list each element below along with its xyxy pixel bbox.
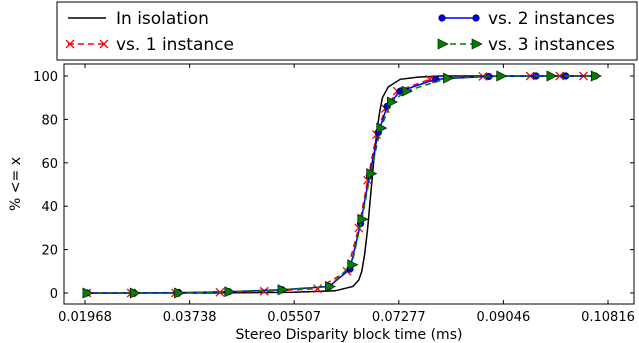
series-2 <box>83 72 599 297</box>
series-line <box>86 75 584 294</box>
legend-label: vs. 3 instances <box>488 35 615 55</box>
series-line <box>86 75 596 294</box>
x-tick-label: 0.09046 <box>476 310 530 325</box>
x-marker <box>312 284 322 294</box>
triangle-marker <box>324 281 336 292</box>
x-tick-label: 0.05507 <box>267 310 321 325</box>
triangle-marker <box>224 286 236 298</box>
y-tick-label: 40 <box>41 200 58 215</box>
axis-ticks <box>64 64 634 304</box>
y-tick-label: 60 <box>41 157 58 172</box>
triangle-marker <box>590 70 602 82</box>
y-tick-label: 100 <box>33 70 58 85</box>
triangle-marker <box>357 213 369 225</box>
triangle-marker <box>437 38 449 50</box>
legend: In isolation vs. 1 instance vs. 2 instance… <box>65 9 615 55</box>
triangle-marker <box>387 96 398 108</box>
triangle-marker <box>443 72 455 84</box>
x-marker <box>65 39 75 49</box>
legend-label: vs. 2 instances <box>488 9 615 29</box>
triangle-marker <box>546 70 558 82</box>
legend-entry: vs. 1 instance <box>65 35 234 55</box>
circle-marker <box>438 14 446 22</box>
x-marker <box>99 39 109 49</box>
triangle-marker <box>376 122 388 134</box>
triangle-marker <box>366 168 378 180</box>
series-1 <box>82 71 588 298</box>
legend-entry: vs. 3 instances <box>437 35 615 55</box>
legend-entry: In isolation <box>68 9 209 29</box>
x-tick-label: 0.03738 <box>163 310 217 325</box>
series-line <box>86 75 596 294</box>
x-tick-label: 0.07277 <box>372 310 426 325</box>
plot-frame <box>63 63 635 305</box>
series-layer <box>82 70 602 299</box>
triangle-marker <box>496 70 508 82</box>
circle-marker <box>472 14 480 22</box>
legend-label: vs. 1 instance <box>116 35 234 55</box>
triangle-marker <box>129 287 141 299</box>
triangle-marker <box>277 284 289 296</box>
x-tick-label: 0.01968 <box>58 310 112 325</box>
x-marker <box>259 286 269 296</box>
triangle-marker <box>471 38 483 50</box>
triangle-marker <box>82 287 94 299</box>
series-line <box>86 75 596 294</box>
y-tick-label: 80 <box>41 113 58 128</box>
series-0 <box>86 75 596 294</box>
y-tick-label: 0 <box>50 287 58 302</box>
y-axis-label: % <= x <box>8 157 24 211</box>
legend-label: In isolation <box>116 9 209 29</box>
legend-entry: vs. 2 instances <box>438 9 615 29</box>
triangle-marker <box>174 287 186 299</box>
y-tick-label: 20 <box>41 244 58 259</box>
x-axis-label: Stereo Disparity block time (ms) <box>236 327 463 343</box>
x-tick-label: 0.10816 <box>581 310 635 325</box>
legend-box <box>56 1 638 61</box>
triangle-marker <box>347 259 359 271</box>
tick-labels: 0.01968 0.03738 0.05507 0.07277 0.09046 0.108… <box>33 70 635 325</box>
series-3 <box>82 70 602 299</box>
triangle-marker <box>401 85 413 97</box>
